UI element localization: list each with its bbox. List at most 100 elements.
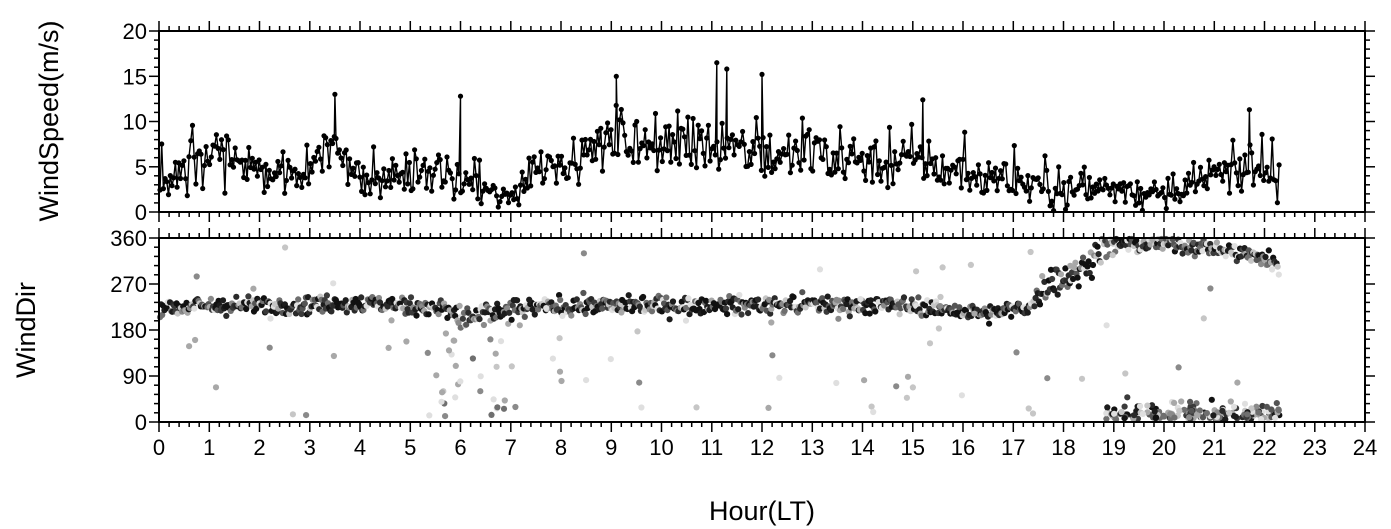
wind-speed-point	[1220, 178, 1226, 184]
wind-direction-point	[1222, 416, 1229, 423]
wind-speed-point	[456, 171, 462, 177]
wind-direction-point	[755, 296, 762, 303]
wind-speed-axis-label: WindSpeed(m/s)	[34, 20, 64, 221]
wind-speed-point	[526, 155, 532, 161]
wind-speed-point	[603, 130, 609, 136]
wind-direction-point	[438, 398, 445, 405]
wind-speed-point	[975, 162, 982, 168]
wind-direction-point	[967, 261, 975, 268]
wind-speed-point	[369, 177, 375, 183]
wind-speed-point	[289, 175, 295, 181]
wind-speed-point	[181, 158, 187, 164]
wind-speed-point	[371, 144, 377, 150]
wind-speed-point	[266, 167, 272, 173]
wind-speed-point	[652, 110, 659, 117]
wind-direction-point	[802, 304, 809, 311]
wind-speed-point	[261, 189, 267, 195]
wind-speed-point	[442, 179, 448, 185]
wind-direction-point	[343, 309, 350, 316]
wind-direction-point	[1044, 375, 1051, 382]
wind-direction-point	[926, 340, 934, 347]
x-tick-label: 7	[505, 435, 517, 460]
wind-direction-point	[1109, 252, 1116, 259]
wind-speed-point	[292, 166, 298, 172]
wind-speed-point	[644, 155, 650, 161]
wind-speed-point	[748, 161, 754, 167]
wind-direction-point	[599, 305, 606, 312]
wind-speed-point	[857, 157, 864, 163]
wind-speed-point	[343, 147, 349, 153]
wind-direction-point	[358, 294, 365, 301]
wind-direction-point	[921, 302, 929, 309]
wind-direction-point	[1232, 413, 1239, 420]
x-tick-label: 21	[1202, 435, 1226, 460]
wind-speed-point	[970, 170, 976, 176]
wind-speed-point	[471, 155, 477, 162]
wind-direction-point	[1159, 245, 1166, 252]
wind-speed-point	[557, 162, 563, 168]
wind-speed-point	[516, 202, 522, 208]
wind-direction-point	[328, 308, 335, 315]
wind-speed-point	[332, 91, 338, 97]
wind-direction-point	[1097, 259, 1104, 266]
wind-direction-point	[516, 322, 523, 329]
wind-speed-point	[883, 159, 889, 165]
wind-speed-point	[1215, 166, 1221, 172]
wind-speed-point	[230, 164, 237, 170]
wind-direction-point	[243, 305, 250, 313]
wind-speed-point	[1226, 190, 1233, 196]
wind-direction-point	[867, 297, 874, 304]
wind-speed-point	[1238, 188, 1245, 194]
wind-direction-point	[1188, 407, 1195, 414]
wind-direction-point	[835, 315, 842, 322]
x-tick-label: 8	[555, 435, 567, 460]
wind-speed-point	[1256, 163, 1262, 169]
wind-direction-point	[559, 312, 566, 319]
wind-speed-point	[873, 138, 879, 144]
wind-speed-point	[963, 177, 970, 183]
wind-speed-point	[875, 171, 881, 178]
wind-speed-point	[553, 180, 560, 186]
wind-speed-point	[765, 164, 771, 170]
wind-speed-point	[658, 135, 664, 141]
wind-direction-point	[935, 325, 943, 332]
hour-axis-label: Hour(LT)	[709, 496, 815, 526]
wind-speed-point	[736, 143, 742, 149]
wind-speed-point	[249, 155, 255, 161]
wind-direction-point	[1080, 254, 1087, 261]
wind-speed-point	[1146, 192, 1152, 198]
wind-speed-point	[1018, 174, 1024, 180]
wind-direction-point	[1194, 412, 1201, 419]
wind-speed-point	[1044, 167, 1050, 173]
wind-direction-point	[568, 312, 575, 319]
wind-speed-point	[1269, 136, 1275, 142]
wind-direction-point	[1208, 396, 1215, 403]
wind-speed-point	[367, 191, 373, 197]
wind-speed-point	[517, 182, 524, 188]
wind-direction-point	[682, 317, 690, 324]
wind-direction-point	[1199, 248, 1206, 255]
wind-speed-point	[729, 132, 736, 138]
wind-direction-point	[159, 311, 166, 319]
wind-speed-point	[1204, 186, 1210, 192]
wind-direction-point	[456, 302, 463, 309]
wind-speed-point	[849, 151, 855, 157]
wind-speed-point	[1013, 190, 1019, 197]
wind-speed-point	[958, 185, 964, 191]
wind-speed-point	[1088, 195, 1094, 201]
wind-direction-point	[476, 316, 483, 323]
wind-speed-point	[649, 141, 655, 147]
wind-speed-point	[926, 138, 932, 144]
wind-speed-point	[613, 73, 619, 79]
wind-speed-point	[676, 161, 683, 167]
wind-speed-point	[263, 161, 269, 167]
wind-speed-point	[523, 176, 529, 182]
wind-direction-point	[233, 293, 240, 300]
wind-speed-point	[591, 138, 597, 145]
wind-direction-point	[1272, 414, 1279, 421]
wind-speed-point	[796, 160, 802, 166]
wind-direction-point	[1111, 410, 1118, 417]
wind-direction-point	[407, 294, 415, 301]
wind-speed-point	[617, 117, 623, 123]
wind-direction-point	[937, 303, 944, 310]
